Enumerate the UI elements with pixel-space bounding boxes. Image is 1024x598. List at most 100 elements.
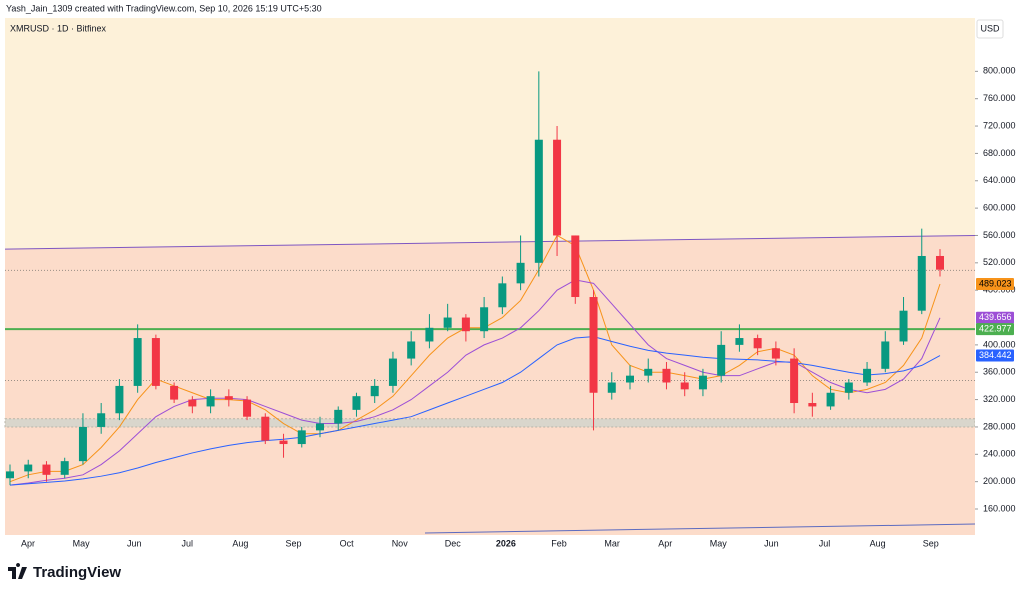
currency: USD	[980, 23, 1000, 33]
y-tick-label: 320.000	[983, 394, 1016, 404]
x-tick-label: Aug	[870, 538, 886, 548]
candle-body	[60, 461, 69, 475]
y-tick-label: 760.000	[983, 93, 1016, 103]
y-tick-label: 720.000	[983, 120, 1016, 130]
y-tick-label: 800.000	[983, 66, 1016, 76]
candle-body	[407, 341, 416, 359]
x-tick-label: Jul	[819, 538, 831, 548]
candle-body	[370, 385, 379, 397]
candle-body	[516, 262, 525, 284]
candle-body	[97, 413, 106, 427]
price-tag	[976, 278, 1014, 291]
candle-body	[443, 317, 452, 328]
x-tick-label: 2026	[496, 538, 516, 548]
candle-body	[24, 464, 33, 472]
logo	[8, 563, 27, 579]
candle-body	[461, 317, 470, 332]
candle-body	[188, 399, 197, 407]
candle-body	[133, 338, 142, 386]
candle-body	[6, 471, 14, 479]
candle-body	[844, 382, 853, 393]
candle-body	[498, 283, 507, 308]
x-tick-label: Aug	[232, 538, 248, 548]
y-tick-label: 200.000	[983, 476, 1016, 486]
x-tick-label: Feb	[551, 538, 567, 548]
candle-body	[644, 368, 653, 376]
price-tag-label: 422.977	[979, 324, 1012, 334]
candle-body	[115, 385, 124, 414]
candle-body	[571, 235, 580, 298]
candle-body	[771, 348, 780, 359]
moving-average	[9, 336, 941, 486]
x-tick-label: Jun	[764, 538, 779, 548]
currency-box[interactable]	[976, 19, 1004, 39]
price-tag-label: 384.442	[979, 350, 1012, 360]
y-tick-label: 640.000	[983, 175, 1016, 185]
candle-body	[589, 297, 598, 393]
candle-body	[662, 368, 671, 383]
y-tick-label: 560.000	[983, 230, 1016, 240]
candle-body	[334, 409, 343, 424]
candle-body	[553, 139, 562, 236]
candle-body	[388, 358, 397, 386]
x-tick-label: Mar	[604, 538, 620, 548]
candle-body	[534, 139, 543, 263]
price-tag	[976, 349, 1014, 362]
candle-body	[735, 338, 744, 345]
candle-body	[790, 358, 799, 404]
candle-body	[151, 338, 160, 386]
y-tick-label: 520.000	[983, 257, 1016, 267]
candle-body	[680, 382, 689, 390]
candle-body	[808, 403, 817, 407]
candle-body	[425, 327, 434, 342]
time-axis	[0, 535, 1024, 555]
y-tick-label: 400.000	[983, 339, 1016, 349]
candle-body	[170, 385, 179, 400]
candle-body	[279, 440, 288, 445]
symbol-title: XMRUSD · 1D · Bitfinex	[10, 23, 107, 33]
x-tick-label: Dec	[445, 538, 462, 548]
candle-body	[936, 255, 944, 270]
y-tick-label: 600.000	[983, 202, 1016, 212]
candle-body	[243, 399, 252, 417]
x-tick-label: Jul	[182, 538, 194, 548]
x-tick-label: Apr	[21, 538, 35, 548]
candle-body	[626, 375, 634, 383]
candle-body	[698, 375, 707, 390]
x-tick-label: Oct	[340, 538, 355, 548]
zone	[4, 418, 976, 428]
candle-body	[224, 396, 233, 400]
x-tick-label: May	[710, 538, 728, 548]
candle-body	[826, 392, 835, 407]
price-tag	[976, 323, 1014, 336]
x-tick-label: Apr	[658, 538, 672, 548]
x-tick-label: Nov	[392, 538, 409, 548]
candle-body	[480, 307, 489, 332]
trendline	[424, 523, 976, 534]
candle-body	[717, 344, 726, 376]
candle-body	[42, 464, 51, 475]
candle-body	[899, 310, 908, 342]
y-tick-label: 160.000	[983, 503, 1016, 513]
y-tick-label: 240.000	[983, 449, 1016, 459]
lower-zone	[5, 235, 975, 535]
trendline	[4, 234, 976, 250]
candle-body	[881, 341, 890, 369]
plot: 160.000 200.000 240.000 280.000 320.000 360.0…	[0, 18, 1024, 555]
x-tick-label: May	[73, 538, 91, 548]
x-tick-label: Sep	[285, 538, 301, 548]
candle-body	[352, 396, 361, 410]
y-tick-label: 360.000	[983, 367, 1016, 377]
candle-body	[917, 255, 926, 311]
price-tag	[976, 311, 1014, 324]
upper-zone	[5, 18, 975, 250]
candle-body	[607, 382, 616, 393]
y-tick-label: 680.000	[983, 148, 1016, 158]
candle-body	[78, 426, 87, 462]
candle-body	[297, 430, 306, 445]
price-tag-label: 439.656	[979, 312, 1012, 322]
moving-average	[9, 234, 941, 483]
candle-body	[863, 368, 872, 383]
x-tick-label: Sep	[923, 538, 939, 548]
candle-body	[206, 396, 215, 407]
